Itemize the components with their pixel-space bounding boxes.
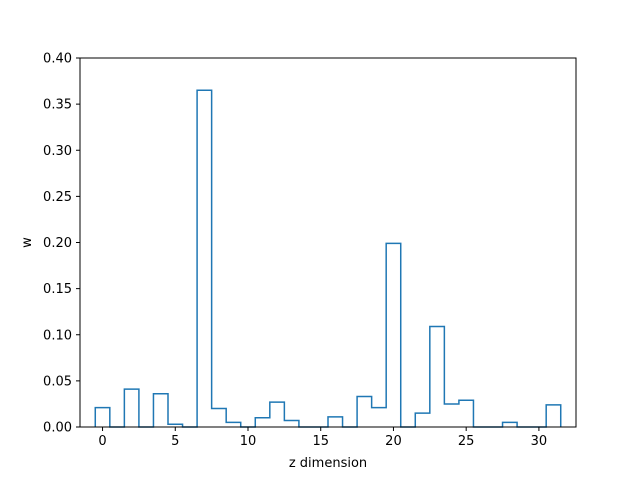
x-tick-label: 20 bbox=[385, 434, 402, 449]
step-bin bbox=[357, 397, 372, 427]
y-tick-label: 0.10 bbox=[43, 328, 72, 343]
y-axis-ticks: 0.00 0.05 0.10 0.15 0.20 0.25 0.30 0.35 0.40 bbox=[43, 52, 80, 436]
x-tick-label: 5 bbox=[171, 434, 179, 449]
step-bin bbox=[95, 408, 110, 427]
step-bin bbox=[226, 422, 241, 427]
y-tick-label: 0.25 bbox=[43, 190, 72, 205]
step-bin bbox=[270, 402, 285, 427]
step-bin bbox=[372, 408, 387, 427]
step-bin bbox=[153, 394, 168, 427]
y-tick-label: 0.15 bbox=[43, 282, 72, 297]
y-axis-label: w bbox=[20, 237, 35, 248]
step-bin bbox=[255, 418, 270, 427]
step-bin bbox=[328, 417, 343, 427]
step-bin bbox=[546, 405, 561, 427]
step-bin bbox=[386, 243, 401, 427]
x-tick-label: 30 bbox=[531, 434, 548, 449]
step-bin bbox=[459, 400, 474, 427]
x-tick-label: 10 bbox=[240, 434, 257, 449]
x-tick-label: 0 bbox=[98, 434, 106, 449]
step-bin bbox=[284, 421, 299, 427]
x-tick-label: 25 bbox=[458, 434, 475, 449]
step-bin bbox=[503, 422, 518, 427]
x-axis-ticks: 0 5 10 15 20 25 30 bbox=[98, 427, 547, 449]
y-tick-label: 0.05 bbox=[43, 374, 72, 389]
step-bin bbox=[430, 326, 445, 427]
x-tick-label: 15 bbox=[312, 434, 329, 449]
step-bin bbox=[197, 90, 212, 427]
axes-frame bbox=[79, 57, 577, 428]
y-tick-label: 0.40 bbox=[43, 52, 72, 67]
step-bin bbox=[415, 413, 430, 427]
step-bin bbox=[212, 409, 227, 427]
y-tick-label: 0.00 bbox=[43, 421, 72, 436]
y-tick-label: 0.30 bbox=[43, 144, 72, 159]
y-tick-label: 0.20 bbox=[43, 236, 72, 251]
step-bin bbox=[124, 389, 139, 427]
x-axis-label: z dimension bbox=[289, 456, 367, 471]
y-tick-label: 0.35 bbox=[43, 98, 72, 113]
step-bin bbox=[444, 404, 459, 427]
